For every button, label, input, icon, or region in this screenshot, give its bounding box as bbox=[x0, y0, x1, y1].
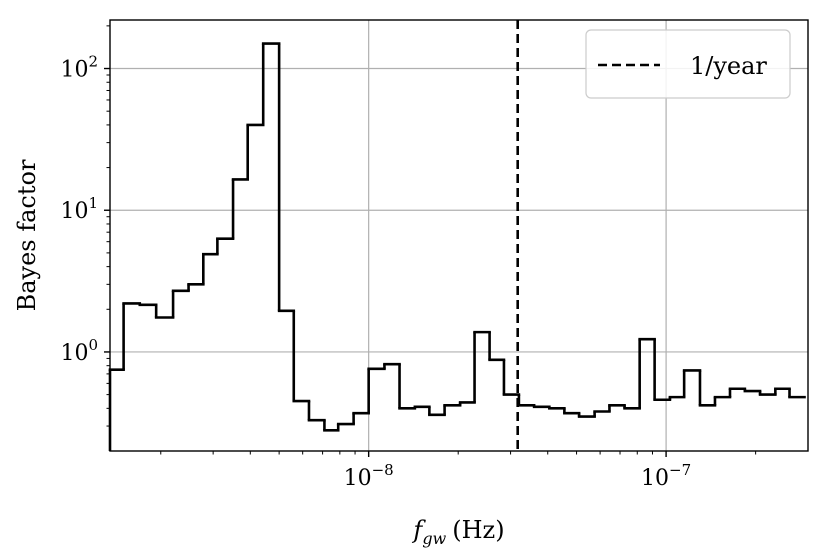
y-tick-label-2-base: 10 bbox=[60, 58, 88, 83]
y-tick-label-2-exponent: 2 bbox=[88, 53, 98, 71]
y-tick-label-0: 100 bbox=[60, 336, 98, 366]
x-tick-label-0-base: 10 bbox=[344, 466, 372, 491]
plot-frame bbox=[109, 19, 809, 452]
y-tick-label-1-base: 10 bbox=[60, 199, 88, 224]
x-tick-label-1-base: 10 bbox=[641, 466, 669, 491]
x-tick-label-0: 10−8 bbox=[344, 461, 394, 491]
x-tick-label-0-exponent: −8 bbox=[372, 461, 394, 479]
x-axis-label-unit: (Hz) bbox=[452, 516, 504, 544]
y-tick-label-1-exponent: 1 bbox=[88, 194, 98, 212]
axis-labels: fgw (Hz)Bayes factor bbox=[13, 159, 505, 548]
legend-box bbox=[585, 29, 791, 99]
x-axis-label: fgw (Hz) bbox=[411, 516, 504, 548]
x-tick-label-1-exponent: −7 bbox=[669, 461, 691, 479]
legend: 1/year bbox=[585, 29, 791, 99]
y-tick-label-1: 101 bbox=[60, 194, 98, 224]
y-tick-label-0-exponent: 0 bbox=[88, 336, 98, 354]
x-axis-label-subscript: gw bbox=[422, 529, 446, 548]
y-tick-label-2: 102 bbox=[60, 53, 98, 83]
y-axis-label: Bayes factor bbox=[13, 159, 41, 311]
series-group bbox=[108, 42, 806, 451]
legend-label: 1/year bbox=[690, 52, 767, 80]
x-tick-label-1: 10−7 bbox=[641, 461, 691, 491]
y-tick-label-0-base: 10 bbox=[60, 341, 88, 366]
